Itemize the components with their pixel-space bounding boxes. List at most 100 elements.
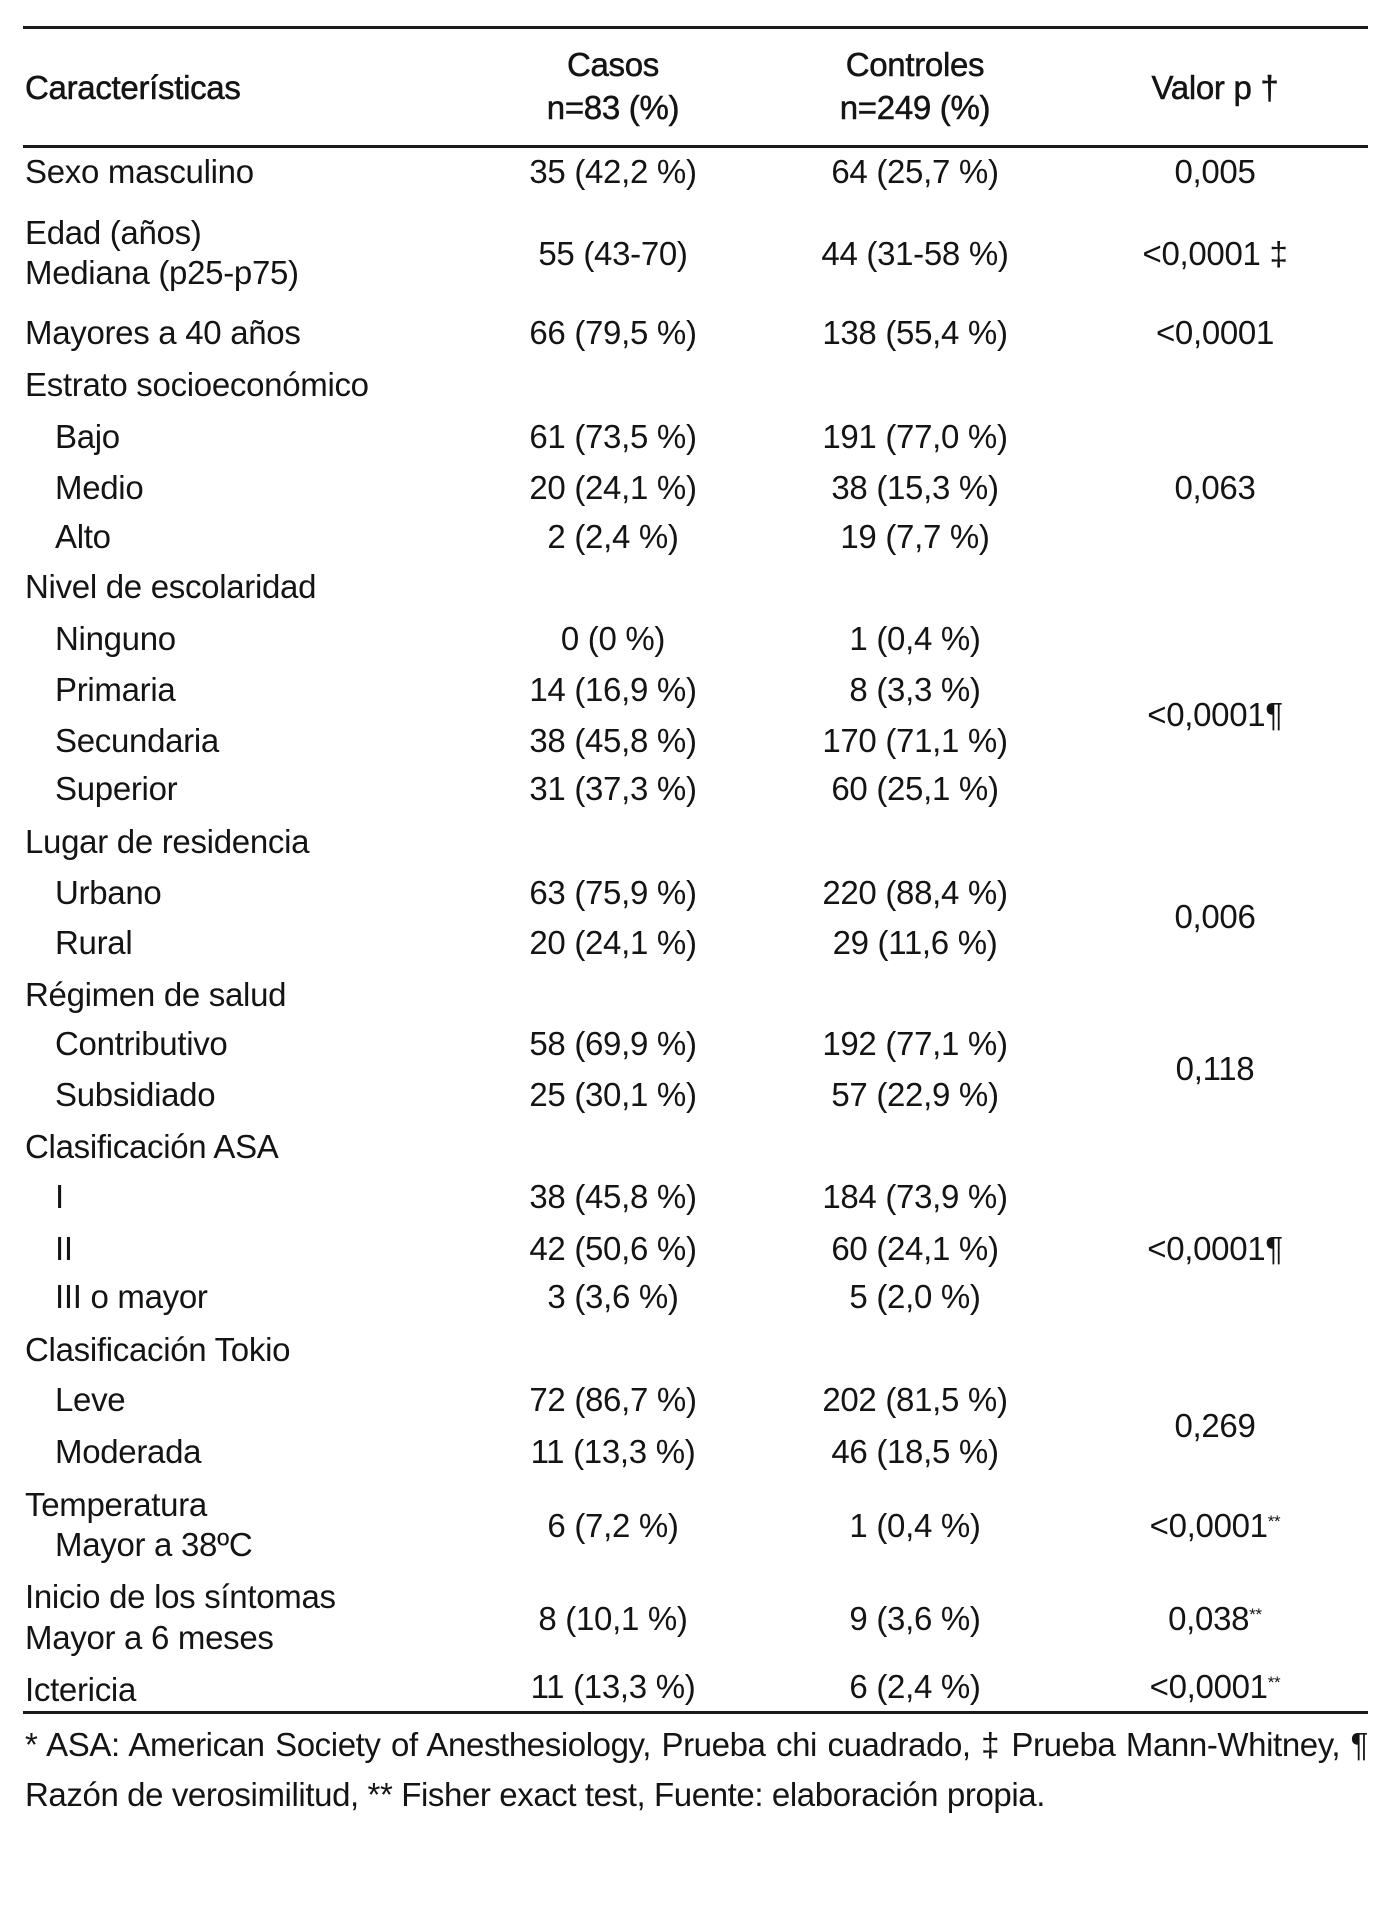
row-label: Ictericia [25,1671,136,1708]
controls-value: 57 (22,9 %) [831,1076,999,1113]
controls-value: 6 (2,4 %) [849,1668,981,1705]
controls-value: 44 (31-58 %) [821,235,1009,272]
row-label: Alto [55,518,111,555]
row-label: Sexo masculino [25,153,254,190]
cases-value: 61 (73,5 %) [529,418,697,455]
p-value: 0,038** [1065,1599,1365,1639]
controls-value: 1 (0,4 %) [849,620,981,657]
row-label: Secundaria [55,722,219,759]
group-label: Régimen de salud [25,976,287,1013]
controls-value: 46 (18,5 %) [831,1433,999,1470]
cases-value: 31 (37,3 %) [529,770,697,807]
controls-value: 138 (55,4 %) [822,314,1008,351]
p-value: <0,0001 ‡ [1142,235,1288,272]
controls-value: 192 (77,1 %) [822,1025,1008,1062]
controls-value: 19 (7,7 %) [840,518,990,555]
cases-value: 38 (45,8 %) [529,722,697,759]
group-label: Nivel de escolaridad [25,568,317,605]
cases-value: 42 (50,6 %) [529,1230,697,1267]
row-label: II [55,1230,73,1267]
p-value: <0,0001¶ [1147,1230,1283,1267]
row-label: Contributivo [55,1025,228,1062]
footnote-mark: ** [1267,1512,1281,1531]
p-value: 0,118 [1175,1050,1255,1087]
group-label: Lugar de residencia [25,823,310,860]
p-value-number: 0,038 [1168,1600,1250,1637]
cases-value: 11 (13,3 %) [530,1668,696,1705]
row-label: III o mayor [55,1278,208,1315]
group-label: Estrato socioeconómico [25,366,369,403]
row-label: Rural [55,924,133,961]
cases-value: 20 (24,1 %) [529,924,697,961]
cases-value: 3 (3,6 %) [547,1278,679,1315]
p-value: <0,0001 [1155,314,1275,351]
footnote-mark: ** [1249,1605,1262,1624]
cases-value: 20 (24,1 %) [529,469,697,506]
row-label: Inicio de los síntomas [25,1578,336,1615]
cases-value: 6 (7,2 %) [547,1507,679,1544]
header-controls-n: n=249 (%) [839,89,991,127]
group-label: Clasificación ASA [25,1128,279,1165]
cases-value: 58 (69,9 %) [529,1025,697,1062]
controls-value: 191 (77,0 %) [822,418,1008,455]
row-label: Temperatura [25,1486,207,1523]
controls-value: 60 (25,1 %) [831,770,999,807]
p-value: 0,269 [1174,1407,1256,1444]
controls-value: 5 (2,0 %) [849,1278,981,1315]
controls-value: 184 (73,9 %) [822,1178,1008,1215]
row-label: Primaria [55,671,176,708]
header-cases-n: n=83 (%) [546,89,680,127]
cases-value: 38 (45,8 %) [529,1178,697,1215]
controls-value: 202 (81,5 %) [822,1381,1008,1418]
controls-value: 8 (3,3 %) [849,671,981,708]
row-label: I [55,1178,64,1215]
controls-value: 220 (88,4 %) [822,874,1008,911]
cases-value: 14 (16,9 %) [529,671,697,708]
row-label: Leve [55,1381,126,1418]
p-value-number: <0,0001 [1149,1507,1268,1544]
p-value: 0,005 [1174,153,1256,190]
row-sublabel: Mediana (p25-p75) [25,254,299,291]
p-value: 0,063 [1174,469,1256,506]
cases-value: 55 (43-70) [538,235,688,272]
header-controls-title: Controles [845,46,985,84]
row-label: Superior [55,770,178,807]
footnote-mark: ** [1267,1673,1281,1692]
controls-value: 1 (0,4 %) [849,1507,981,1544]
p-value-number: <0,0001 [1149,1668,1268,1705]
row-label: Bajo [55,418,120,455]
group-label: Clasificación Tokio [25,1331,291,1368]
controls-value: 60 (24,1 %) [831,1230,999,1267]
cases-value: 25 (30,1 %) [529,1076,697,1113]
cases-value: 0 (0 %) [560,620,666,657]
cases-value: 2 (2,4 %) [547,518,679,555]
p-value: <0,0001** [1065,1667,1365,1707]
controls-value: 9 (3,6 %) [849,1600,981,1637]
table-top-rule [23,26,1368,29]
cases-value: 63 (75,9 %) [529,874,697,911]
header-cases-title: Casos [566,46,660,84]
row-label: Mayores a 40 años [25,314,301,351]
row-label: Edad (años) [25,214,202,251]
cases-value: 11 (13,3 %) [530,1433,696,1470]
row-sublabel: Mayor a 38ºC [55,1526,253,1563]
controls-value: 64 (25,7 %) [831,153,999,190]
row-label: Ninguno [55,620,176,657]
p-value: <0,0001¶ [1147,696,1283,733]
header-characteristics: Características [25,69,241,107]
cases-value: 66 (79,5 %) [529,314,697,351]
table-bottom-rule [23,1711,1368,1714]
p-value: <0,0001** [1065,1506,1365,1546]
controls-value: 29 (11,6 %) [832,924,998,961]
cases-value: 35 (42,2 %) [529,153,697,190]
row-label: Subsidiado [55,1076,216,1113]
table-footnote: * ASA: American Society of Anesthesiolog… [25,1726,1368,1813]
p-value: 0,006 [1174,898,1256,935]
row-label: Moderada [55,1433,202,1470]
cases-value: 8 (10,1 %) [538,1600,688,1637]
row-sublabel: Mayor a 6 meses [25,1619,274,1656]
cases-value: 72 (86,7 %) [529,1381,697,1418]
header-pvalue: Valor p † [1151,69,1279,107]
header-rule [23,145,1368,148]
row-label: Urbano [55,874,162,911]
